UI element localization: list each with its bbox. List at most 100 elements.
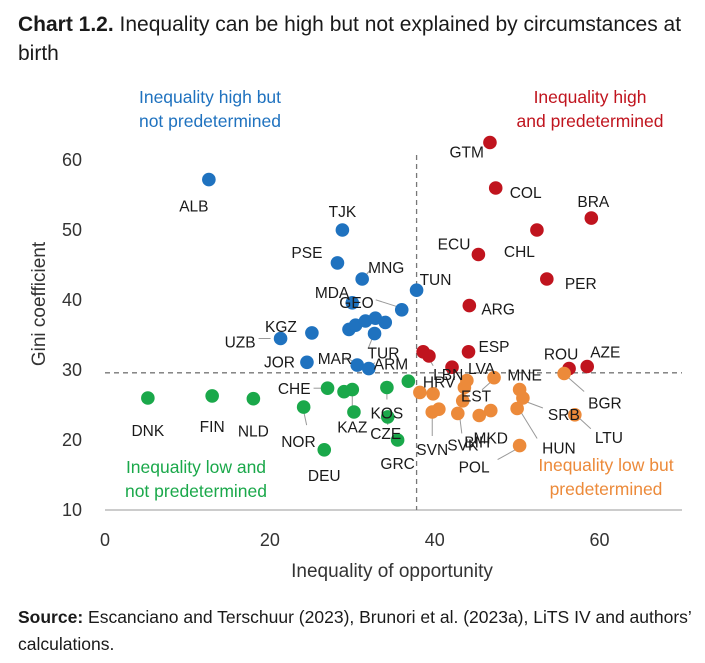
point-label-bgr: BGR	[588, 396, 622, 413]
quadrant-label-line: not predetermined	[125, 481, 267, 501]
point-label-ltu: LTU	[595, 430, 623, 447]
point-kos	[380, 380, 394, 395]
quadrant-label-high-predetermined: Inequality high and predetermined	[517, 87, 664, 131]
point-arg	[462, 298, 477, 313]
point-cze	[380, 410, 395, 424]
quadrant-label-line: not predetermined	[139, 111, 281, 131]
point-label-lbn: LBN	[433, 367, 463, 384]
point-hun	[510, 401, 524, 416]
quadrant-label-line: Inequality high but	[139, 87, 281, 107]
point-label-bra: BRA	[577, 194, 610, 211]
point-nor	[296, 400, 311, 414]
point-pol	[512, 438, 527, 453]
point-label-chl: CHL	[504, 244, 535, 261]
point-label-arg: ARG	[481, 302, 515, 319]
point-esp	[461, 345, 476, 359]
leader-line-hun	[520, 412, 538, 439]
point-label-dnk: DNK	[131, 423, 164, 440]
point-bih	[472, 408, 487, 423]
point-label-ecu: ECU	[438, 237, 471, 254]
leader-line-bgr	[567, 377, 585, 392]
point-gtm	[483, 135, 497, 150]
point-label-fin: FIN	[200, 419, 225, 436]
point-srb	[516, 391, 530, 405]
point-mkd	[483, 403, 498, 418]
point-label-col: COL	[510, 185, 542, 202]
point-ecu	[471, 247, 486, 262]
point-deu	[317, 443, 332, 457]
y-tick-label: 60	[62, 150, 82, 170]
source-note: Source: Escanciano and Terschuur (2023),…	[18, 604, 698, 658]
point-label-svn: SVN	[416, 442, 448, 459]
y-tick-label: 50	[62, 220, 82, 240]
point-label-bih: BIH	[464, 435, 490, 452]
point-mng	[355, 272, 369, 286]
point-label-kos: KOS	[371, 406, 404, 423]
point-hrv	[413, 385, 427, 400]
point-label-nor: NOR	[281, 434, 315, 451]
point-label-gtm: GTM	[450, 145, 484, 162]
point-jor	[300, 355, 314, 370]
point-label-uzb: UZB	[225, 335, 256, 352]
x-axis-label: Inequality of opportunity	[291, 561, 493, 582]
y-tick-label: 30	[62, 360, 82, 380]
scatter-chart: 0 20 40 60 10 20 30 40 50 60 Inequality high but n…	[29, 87, 682, 582]
chart-title: Chart 1.2. Inequality can be high but no…	[18, 10, 688, 68]
point-label-esp: ESP	[479, 339, 510, 356]
point-label-tun: TUN	[420, 272, 452, 289]
point-unlabeled	[432, 402, 446, 417]
point-svk	[450, 406, 465, 421]
y-tick-label: 20	[62, 430, 82, 450]
point-nld	[246, 391, 261, 406]
point-label-aze: AZE	[590, 345, 620, 362]
point-label-jor: JOR	[264, 354, 295, 371]
point-label-deu: DEU	[308, 468, 341, 485]
point-aze	[580, 359, 595, 374]
point-fin	[205, 389, 219, 403]
y-tick-label: 40	[62, 290, 82, 310]
point-label-hun: HUN	[542, 441, 576, 458]
x-tick-label: 60	[590, 530, 610, 550]
point-alb	[202, 172, 216, 187]
point-label-kaz: KAZ	[337, 420, 367, 437]
quadrant-label-line: and predetermined	[517, 111, 664, 131]
point-che	[320, 381, 335, 396]
quadrant-label-line: Inequality high	[534, 87, 647, 107]
point-label-arm: ARM	[374, 357, 408, 374]
x-tick-label: 20	[260, 530, 280, 550]
point-ltu	[568, 408, 582, 422]
quadrant-label-line: Inequality low and	[126, 457, 266, 477]
point-unlabeled	[455, 394, 470, 408]
quadrant-labels: Inequality high but not predeterminedIneq…	[125, 87, 674, 501]
point-pse	[330, 256, 345, 270]
point-unlabeled	[401, 374, 416, 389]
point-tur	[367, 326, 382, 341]
point-label-est: EST	[461, 389, 492, 406]
point-col	[488, 181, 503, 195]
quadrant-label-line: Inequality low but	[538, 455, 673, 475]
point-tun	[409, 283, 424, 298]
quadrant-label-high-not-predetermined: Inequality high but not predetermined	[139, 87, 281, 131]
source-text: Escanciano and Terschuur (2023), Brunori…	[18, 607, 692, 654]
point-arm	[361, 361, 376, 376]
point-label-grc: GRC	[380, 456, 414, 473]
point-est	[487, 370, 501, 385]
leader-line-pol	[497, 449, 516, 461]
point-unlabeled	[426, 387, 440, 401]
point-tjk	[335, 223, 350, 237]
source-label: Source:	[18, 607, 84, 627]
point-label-lva: LVA	[468, 361, 496, 378]
point-label-rou: ROU	[544, 347, 578, 364]
point-label-srb: SRB	[548, 407, 580, 424]
leader-lines	[258, 269, 592, 461]
point-geo	[394, 303, 409, 317]
quadrant-label-line: predetermined	[550, 479, 663, 499]
point-unlabeled	[347, 405, 361, 419]
point-grc	[390, 433, 405, 447]
point-label-kgz: KGZ	[265, 319, 297, 336]
y-tick-label: 10	[62, 500, 82, 520]
leader-line-est	[481, 381, 492, 391]
quadrant-label-low-not-predetermined: Inequality low and not predetermined	[125, 457, 267, 501]
point-unlabeled	[460, 373, 474, 388]
y-axis-label: Gini coefficient	[29, 241, 50, 366]
